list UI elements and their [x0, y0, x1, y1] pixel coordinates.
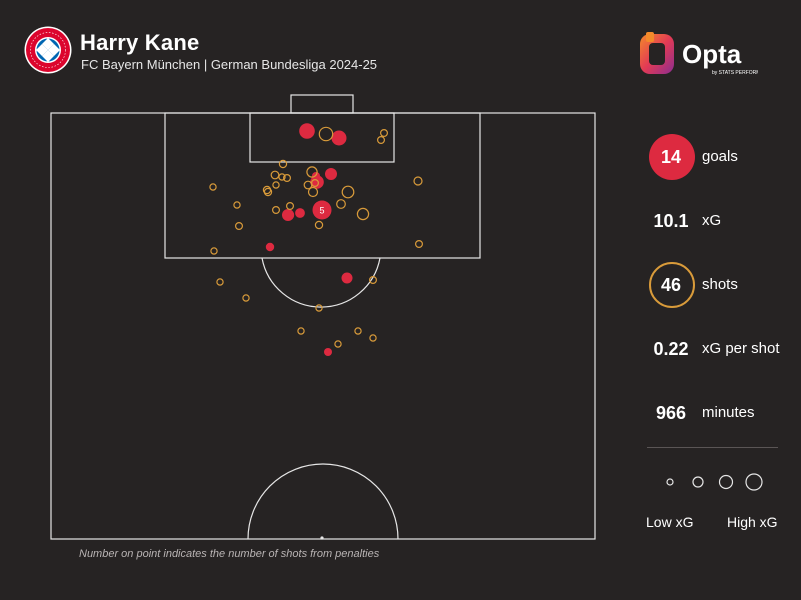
shot-marker: [235, 222, 244, 231]
penalty-count-label: 5: [319, 206, 324, 216]
goal-marker: [265, 242, 275, 252]
shot-marker: [415, 240, 424, 249]
shots-value: 46: [660, 275, 682, 295]
xg-stat: 10.1 xG: [640, 196, 800, 246]
half-pitch-outline: [50, 112, 596, 540]
shot-marker: [356, 207, 370, 221]
shot-map-pitch: 5: [50, 94, 596, 540]
shot-marker: [283, 173, 292, 182]
shot-marker: [286, 201, 295, 210]
shot-marker: [369, 334, 377, 342]
xg-per-shot-value: 0.22: [653, 339, 689, 359]
xg-per-shot-label: xG per shot: [702, 340, 780, 357]
goal-marker: [295, 208, 305, 218]
shot-marker: [314, 220, 324, 230]
shot-marker: [210, 247, 218, 255]
shot-marker: [272, 181, 280, 189]
goals-value: 14: [660, 147, 682, 167]
legend-low-label: Low xG: [646, 514, 694, 530]
shot-marker: [297, 327, 305, 335]
shot-marker: [303, 180, 313, 190]
shot-marker: [369, 276, 378, 285]
center-spot: [320, 536, 324, 540]
legend-dot-m: [718, 474, 734, 490]
legend-dot-xs: [666, 478, 674, 486]
goal-marker: [331, 130, 347, 146]
shot-marker: [270, 170, 280, 180]
shot-marker: [242, 294, 250, 302]
goals-label: goals: [702, 148, 738, 165]
svg-text:Opta: Opta: [682, 39, 742, 69]
player-name: Harry Kane: [80, 30, 200, 55]
shot-marker: [262, 185, 272, 195]
shot-marker: [341, 185, 355, 199]
goal-marker: [341, 272, 353, 284]
panel-divider: [647, 447, 778, 448]
goal: [290, 94, 354, 114]
center-circle: [247, 463, 399, 540]
shot-marker: [209, 183, 217, 191]
shot-marker: [216, 278, 224, 286]
six-yard-box: [249, 112, 395, 163]
xg-size-legend: [666, 473, 763, 491]
shot-marker: [306, 166, 318, 178]
opta-logo: Opta by STATS PERFORM: [640, 32, 758, 76]
legend-dot-l: [745, 473, 763, 491]
bayern-crest-logo: [24, 26, 72, 74]
xg-label: xG: [702, 212, 722, 229]
legend-dot-s: [692, 476, 704, 488]
penalty-note: Number on point indicates the number of …: [79, 548, 380, 560]
shot-marker: [233, 201, 241, 209]
shots-stat: 46 shots: [640, 260, 800, 310]
goals-stat: 14 goals: [640, 132, 800, 182]
goal-marker: [299, 123, 315, 139]
penalty-goal-marker: [312, 200, 332, 220]
shot-marker: [413, 176, 423, 186]
shots-label: shots: [702, 276, 738, 293]
goal-marker-icon: [649, 134, 695, 180]
team-season-subtitle: FC Bayern München | German Bundesliga 20…: [81, 57, 378, 72]
shot-marker: [278, 159, 288, 169]
goal-marker: [283, 209, 295, 221]
goal-marker: [325, 168, 337, 180]
svg-text:by STATS PERFORM: by STATS PERFORM: [712, 70, 758, 76]
shot-marker: [354, 327, 362, 335]
shot-marker: [336, 199, 346, 209]
shot-marker: [318, 126, 334, 142]
legend-high-label: High xG: [727, 514, 778, 530]
minutes-stat: 966 minutes: [640, 388, 800, 438]
shot-marker: [272, 205, 281, 214]
goal-marker: [324, 348, 332, 356]
shot-marker: [315, 304, 323, 312]
shot-marker: [334, 340, 342, 348]
shot-marker: [311, 178, 320, 187]
minutes-value: 966: [655, 403, 687, 423]
xg-value: 10.1: [653, 211, 689, 231]
penalty-arc: [261, 257, 381, 308]
shot-marker: [278, 173, 286, 181]
shot-marker: [307, 186, 319, 198]
xg-per-shot-stat: 0.22 xG per shot: [640, 324, 800, 374]
minutes-label: minutes: [702, 404, 755, 421]
shot-marker: [380, 128, 389, 137]
shot-marker: [377, 135, 386, 144]
shot-marker-icon: [649, 262, 695, 308]
